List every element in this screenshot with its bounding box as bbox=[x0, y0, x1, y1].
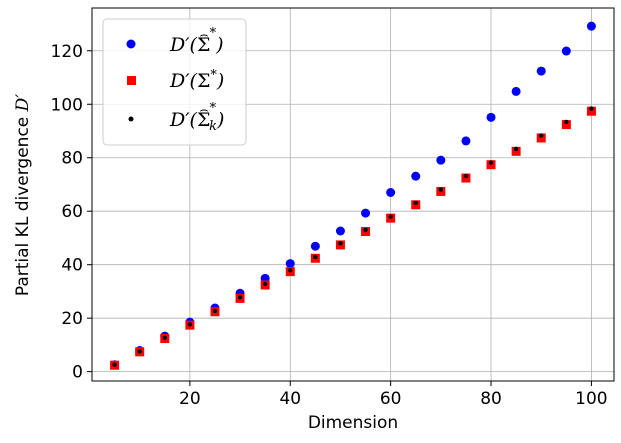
x-tick-label: 60 bbox=[380, 389, 402, 409]
data-point-dot bbox=[212, 308, 218, 314]
y-tick-label: 100 bbox=[51, 95, 83, 115]
data-point-circle bbox=[386, 187, 396, 197]
data-point-dot bbox=[137, 349, 142, 354]
data-point-dot bbox=[589, 106, 594, 111]
y-tick-label: 60 bbox=[61, 202, 83, 222]
data-point-circle bbox=[335, 226, 345, 236]
data-point-square bbox=[586, 106, 596, 116]
data-point-circle bbox=[285, 259, 295, 269]
data-point-dot bbox=[513, 146, 519, 152]
x-tick-label: 40 bbox=[279, 389, 301, 409]
data-point-dot bbox=[162, 335, 167, 340]
legend: D′(Σ⌢*) D′(Σ*) D′(Σ⌢* k) bbox=[102, 18, 247, 146]
data-point-dot bbox=[564, 119, 569, 125]
data-point-square bbox=[536, 133, 546, 143]
legend-marker-square bbox=[127, 76, 136, 85]
data-point-dot bbox=[539, 133, 544, 138]
data-point-square bbox=[511, 146, 521, 156]
data-point-dot bbox=[338, 241, 343, 246]
y-tick-label: 0 bbox=[72, 363, 83, 383]
x-tick-label: 100 bbox=[575, 389, 607, 409]
y-tick-label: 40 bbox=[61, 256, 83, 276]
data-point-dot bbox=[187, 322, 193, 327]
data-point-dot bbox=[237, 295, 243, 300]
data-point-dot bbox=[488, 160, 494, 165]
data-point-circle bbox=[511, 86, 521, 96]
data-point-dot bbox=[388, 214, 393, 219]
data-point-circle bbox=[411, 171, 421, 181]
plot-frame bbox=[91, 7, 615, 382]
data-point-circle bbox=[586, 21, 596, 31]
legend-box bbox=[102, 18, 247, 146]
data-point-circle bbox=[361, 208, 371, 218]
data-point-dot bbox=[313, 254, 318, 260]
data-point-dot bbox=[438, 187, 444, 192]
data-point-circle bbox=[310, 241, 320, 251]
legend-label-sigma: D′(Σ*) bbox=[169, 68, 224, 92]
x-tick-label: 20 bbox=[179, 389, 201, 409]
data-point-circle bbox=[436, 155, 446, 165]
data-point-circle bbox=[486, 112, 496, 122]
data-points bbox=[110, 21, 596, 370]
axis-ticks: 20 40 60 80 100 0 20 40 60 80 100 120 bbox=[51, 42, 608, 409]
y-tick-label: 20 bbox=[61, 309, 83, 329]
data-point-dot bbox=[288, 268, 293, 273]
y-tick-label: 80 bbox=[61, 149, 83, 169]
legend-marker-circle bbox=[126, 39, 136, 49]
x-axis-title: Dimension bbox=[308, 413, 398, 433]
y-tick-label: 120 bbox=[51, 42, 83, 62]
data-point-circle bbox=[561, 46, 571, 56]
legend-marker-dot bbox=[128, 116, 134, 122]
data-point-dot bbox=[363, 227, 368, 233]
x-tick-label: 80 bbox=[480, 389, 502, 409]
y-axis-title: Partial KL divergence D′ bbox=[13, 94, 33, 296]
data-point-dot bbox=[413, 200, 418, 206]
data-point-square bbox=[561, 120, 571, 130]
data-point-dot bbox=[262, 281, 268, 287]
data-point-dot bbox=[112, 362, 117, 367]
data-point-circle bbox=[461, 136, 471, 146]
data-point-circle bbox=[536, 66, 546, 76]
data-point-dot bbox=[463, 173, 469, 179]
